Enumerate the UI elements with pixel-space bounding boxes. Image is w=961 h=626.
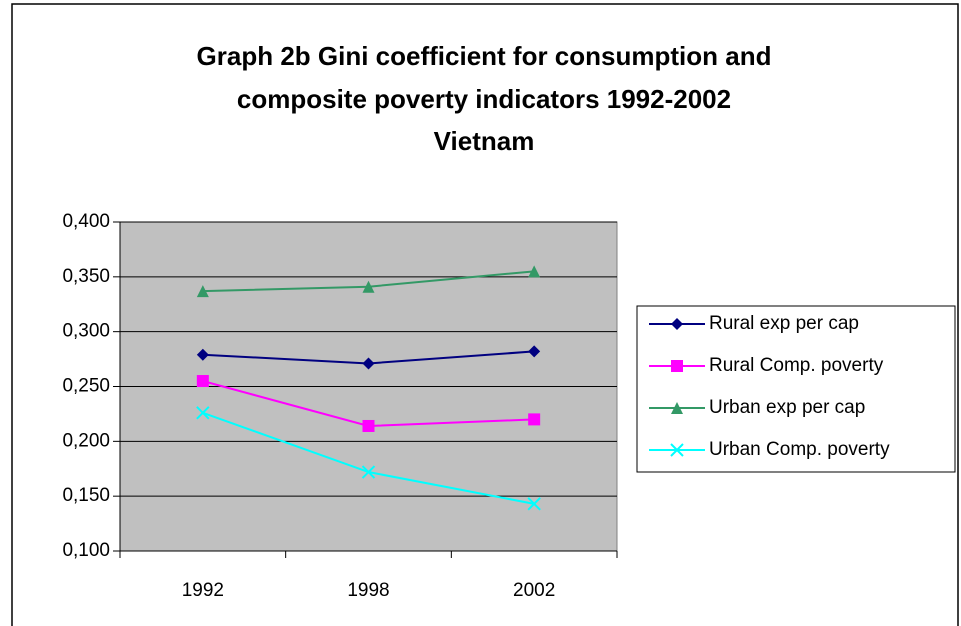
- legend-label: Urban Comp. poverty: [709, 439, 890, 460]
- x-tick-label: 2002: [513, 580, 555, 601]
- data-point: [362, 357, 375, 370]
- x-tick-label: 1998: [347, 580, 389, 601]
- legend-label: Urban exp per cap: [709, 397, 865, 418]
- data-point: [362, 280, 375, 293]
- y-tick-label: 0,100: [62, 540, 110, 561]
- data-point: [196, 348, 209, 361]
- data-point: [527, 497, 541, 511]
- y-tick-label: 0,400: [62, 211, 110, 232]
- data-point: [528, 265, 541, 278]
- data-point: [196, 406, 210, 420]
- legend-marker: [671, 318, 683, 330]
- data-point: [362, 419, 375, 432]
- chart-title: composite poverty indicators 1992-2002: [237, 84, 731, 114]
- data-point: [196, 285, 209, 298]
- legend-box: [636, 305, 956, 473]
- data-point: [361, 465, 376, 479]
- y-tick-label: 0,350: [62, 266, 110, 287]
- legend-marker: [671, 402, 683, 414]
- data-point: [196, 375, 209, 388]
- legend-label: Rural exp per cap: [709, 313, 859, 334]
- legend-marker: [670, 443, 684, 457]
- y-tick-label: 0,300: [62, 321, 110, 342]
- data-point: [528, 413, 541, 426]
- legend-marker: [671, 360, 683, 372]
- y-tick-label: 0,150: [62, 485, 110, 506]
- x-tick-label: 1992: [182, 580, 224, 601]
- legend-label: Rural Comp. poverty: [709, 355, 884, 376]
- data-point: [528, 345, 541, 358]
- chart-title: Vietnam: [434, 126, 535, 156]
- y-tick-label: 0,200: [62, 430, 110, 451]
- y-tick-label: 0,250: [62, 376, 110, 397]
- chart-title: Graph 2b Gini coefficient for consumptio…: [197, 41, 772, 71]
